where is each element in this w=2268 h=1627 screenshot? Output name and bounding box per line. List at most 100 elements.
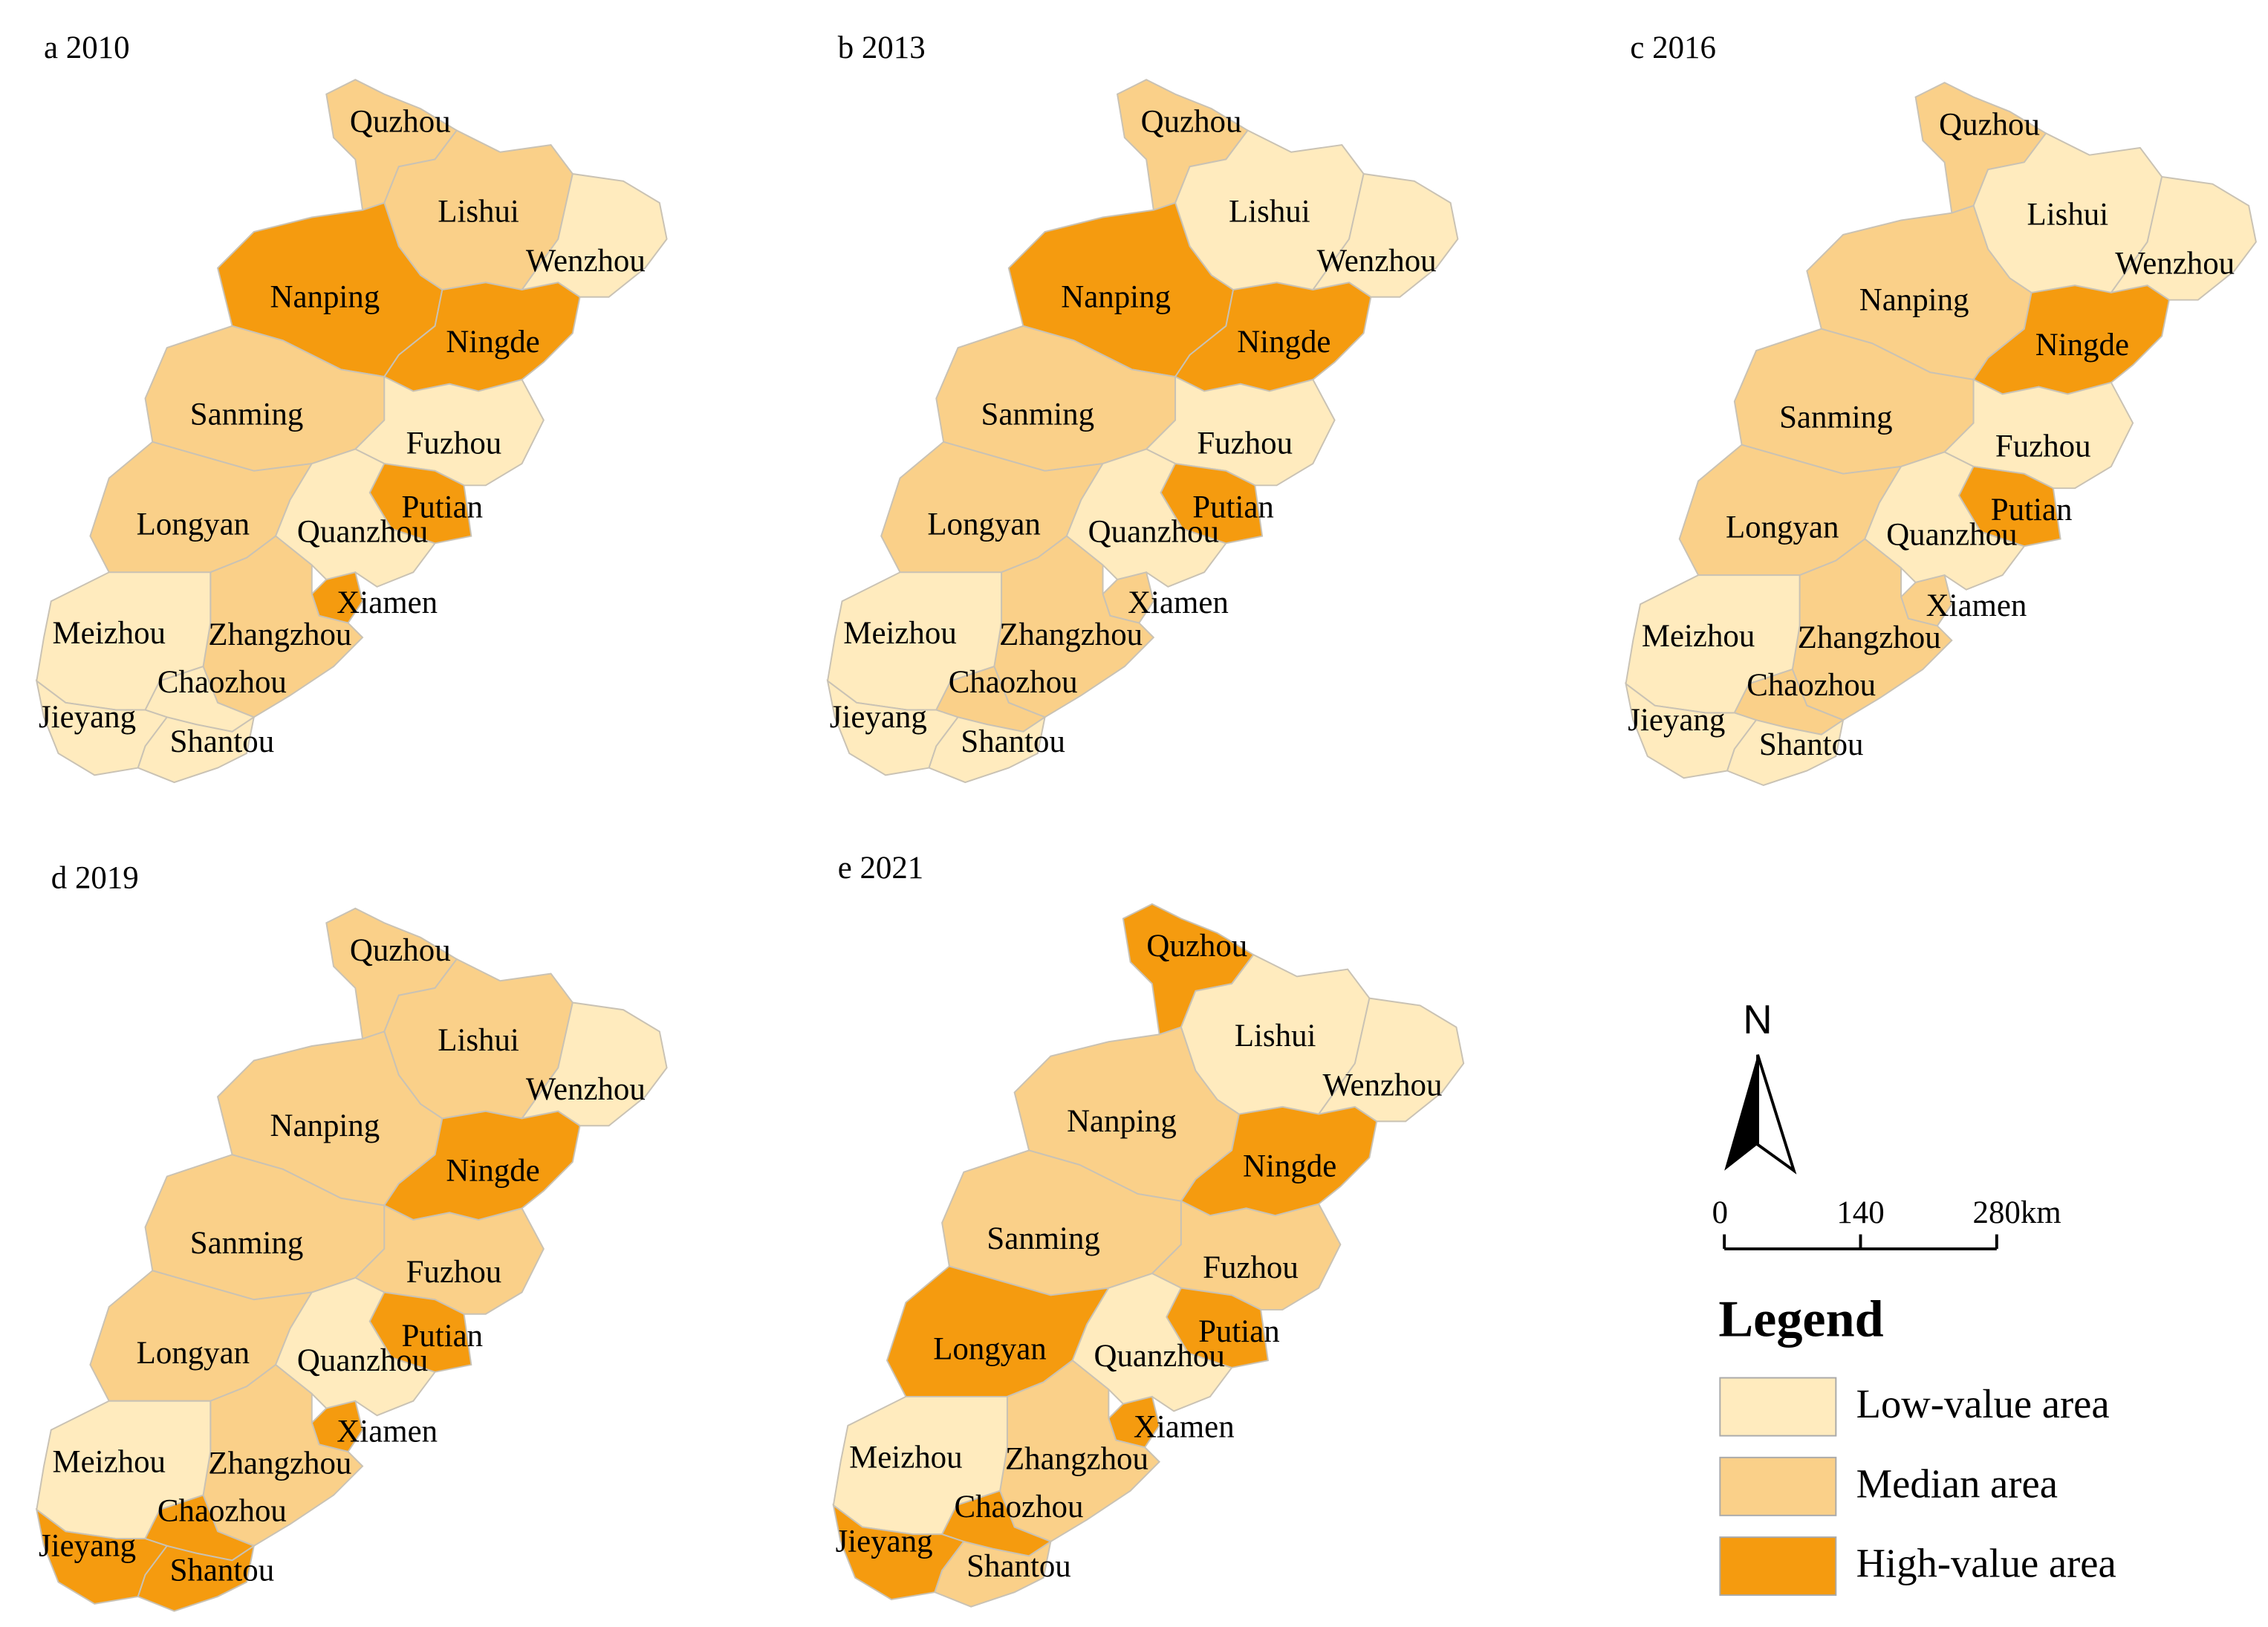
- panel-title: d 2019: [51, 861, 139, 896]
- region: [1726, 718, 1845, 787]
- region-label: Wenzhou: [526, 244, 646, 279]
- region-label: Zhangzhou: [208, 617, 351, 652]
- region-label: Fuzhou: [1995, 429, 2091, 464]
- region-label: Nanping: [1061, 280, 1171, 315]
- region-label: Longyan: [137, 507, 250, 542]
- region-label: Meizhou: [843, 616, 956, 651]
- north-arrow: [1724, 1054, 1797, 1175]
- region: [1160, 462, 1264, 545]
- region-label: Ningde: [1237, 325, 1330, 360]
- region-label: Zhangzhou: [999, 617, 1143, 652]
- panel-title: a 2010: [44, 30, 130, 65]
- region: [520, 1001, 668, 1127]
- region-label: Quzhou: [1141, 105, 1242, 140]
- region-label: Ningde: [1243, 1149, 1336, 1184]
- region-label: Chaozhou: [157, 665, 287, 700]
- scale-label: 0: [1712, 1195, 1728, 1230]
- region-label: Putian: [401, 1319, 483, 1354]
- region-label: Xiamen: [1128, 585, 1229, 620]
- legend-swatch: [1719, 1456, 1837, 1516]
- region-label: Longyan: [137, 1336, 250, 1371]
- panel-title: e 2021: [838, 851, 924, 886]
- region: [137, 715, 256, 784]
- region-label: Wenzhou: [2115, 247, 2235, 282]
- scale-label: 140: [1836, 1195, 1884, 1230]
- region-label: Chaozhou: [1747, 668, 1876, 703]
- legend-label: High-value area: [1856, 1541, 2116, 1586]
- region-label: Quzhou: [1939, 107, 2040, 142]
- scale-label: 280km: [1973, 1195, 2061, 1230]
- region-label: Lishui: [2027, 197, 2109, 232]
- region: [1316, 997, 1465, 1123]
- region-label: Chaozhou: [157, 1494, 287, 1529]
- scale-bar: [1723, 1234, 1998, 1250]
- region-label: Shantou: [961, 724, 1065, 759]
- region: [368, 1291, 472, 1373]
- panel-title: c 2016: [1630, 30, 1716, 65]
- region-label: Meizhou: [53, 1444, 166, 1479]
- region-label: Quanzhou: [297, 514, 428, 549]
- region-label: Nanping: [1067, 1104, 1177, 1139]
- region-label: Quzhou: [1146, 929, 1247, 964]
- region-label: Meizhou: [1642, 619, 1755, 654]
- region-label: Xiamen: [1926, 588, 2027, 623]
- region-label: Longyan: [933, 1331, 1046, 1366]
- region-label: Quanzhou: [1094, 1339, 1224, 1374]
- region-label: Sanming: [190, 1226, 304, 1261]
- region-label: Xiamen: [337, 1414, 438, 1449]
- region-label: Fuzhou: [1203, 1250, 1299, 1285]
- legend-label: Low-value area: [1856, 1381, 2110, 1426]
- region-label: Jieyang: [1628, 703, 1725, 738]
- region-label: Longyan: [1726, 510, 1839, 545]
- region-label: Putian: [401, 490, 483, 525]
- region-label: Putian: [1192, 490, 1274, 525]
- region-label: Shantou: [170, 1553, 275, 1588]
- region-label: Putian: [1991, 493, 2073, 527]
- region-label: Ningde: [446, 1153, 539, 1188]
- region-label: Nanping: [270, 1108, 380, 1143]
- region-label: Ningde: [2035, 328, 2129, 363]
- region-label: Chaozhou: [955, 1490, 1084, 1524]
- region-label: Wenzhou: [1322, 1068, 1442, 1102]
- region-label: Jieyang: [836, 1524, 933, 1559]
- region: [1957, 465, 2061, 548]
- region-label: Fuzhou: [406, 426, 502, 461]
- region-label: Quanzhou: [1088, 514, 1219, 549]
- region-label: Jieyang: [39, 700, 136, 735]
- region-label: Xiamen: [337, 585, 438, 620]
- region-label: Shantou: [170, 724, 275, 759]
- north-label: N: [1743, 997, 1772, 1042]
- region: [1311, 172, 1459, 298]
- region-label: Chaozhou: [949, 665, 1078, 700]
- region-label: Quanzhou: [297, 1343, 428, 1378]
- region-label: Wenzhou: [526, 1072, 646, 1107]
- region-label: Shantou: [1759, 727, 1864, 762]
- region-label: Zhangzhou: [1005, 1442, 1148, 1477]
- region-label: Meizhou: [849, 1441, 962, 1475]
- legend-swatch: [1719, 1377, 1837, 1437]
- region-label: Quzhou: [350, 105, 451, 140]
- region-label: Nanping: [1859, 282, 1969, 317]
- region: [368, 462, 472, 545]
- region-label: Lishui: [438, 1023, 519, 1058]
- region-label: Sanming: [987, 1221, 1100, 1256]
- region-label: Jieyang: [830, 700, 927, 735]
- legend-title: Legend: [1718, 1290, 1883, 1348]
- region-label: Sanming: [190, 397, 304, 432]
- region: [928, 715, 1046, 784]
- region-label: Lishui: [1235, 1019, 1316, 1053]
- region-label: Xiamen: [1134, 1410, 1235, 1445]
- region-label: Zhangzhou: [1798, 620, 1941, 655]
- region-label: Quzhou: [350, 933, 451, 968]
- region-label: Wenzhou: [1317, 244, 1437, 279]
- region-label: Lishui: [1229, 194, 1310, 229]
- region-label: Zhangzhou: [208, 1446, 351, 1481]
- region: [137, 1544, 256, 1612]
- region-label: Sanming: [981, 397, 1095, 432]
